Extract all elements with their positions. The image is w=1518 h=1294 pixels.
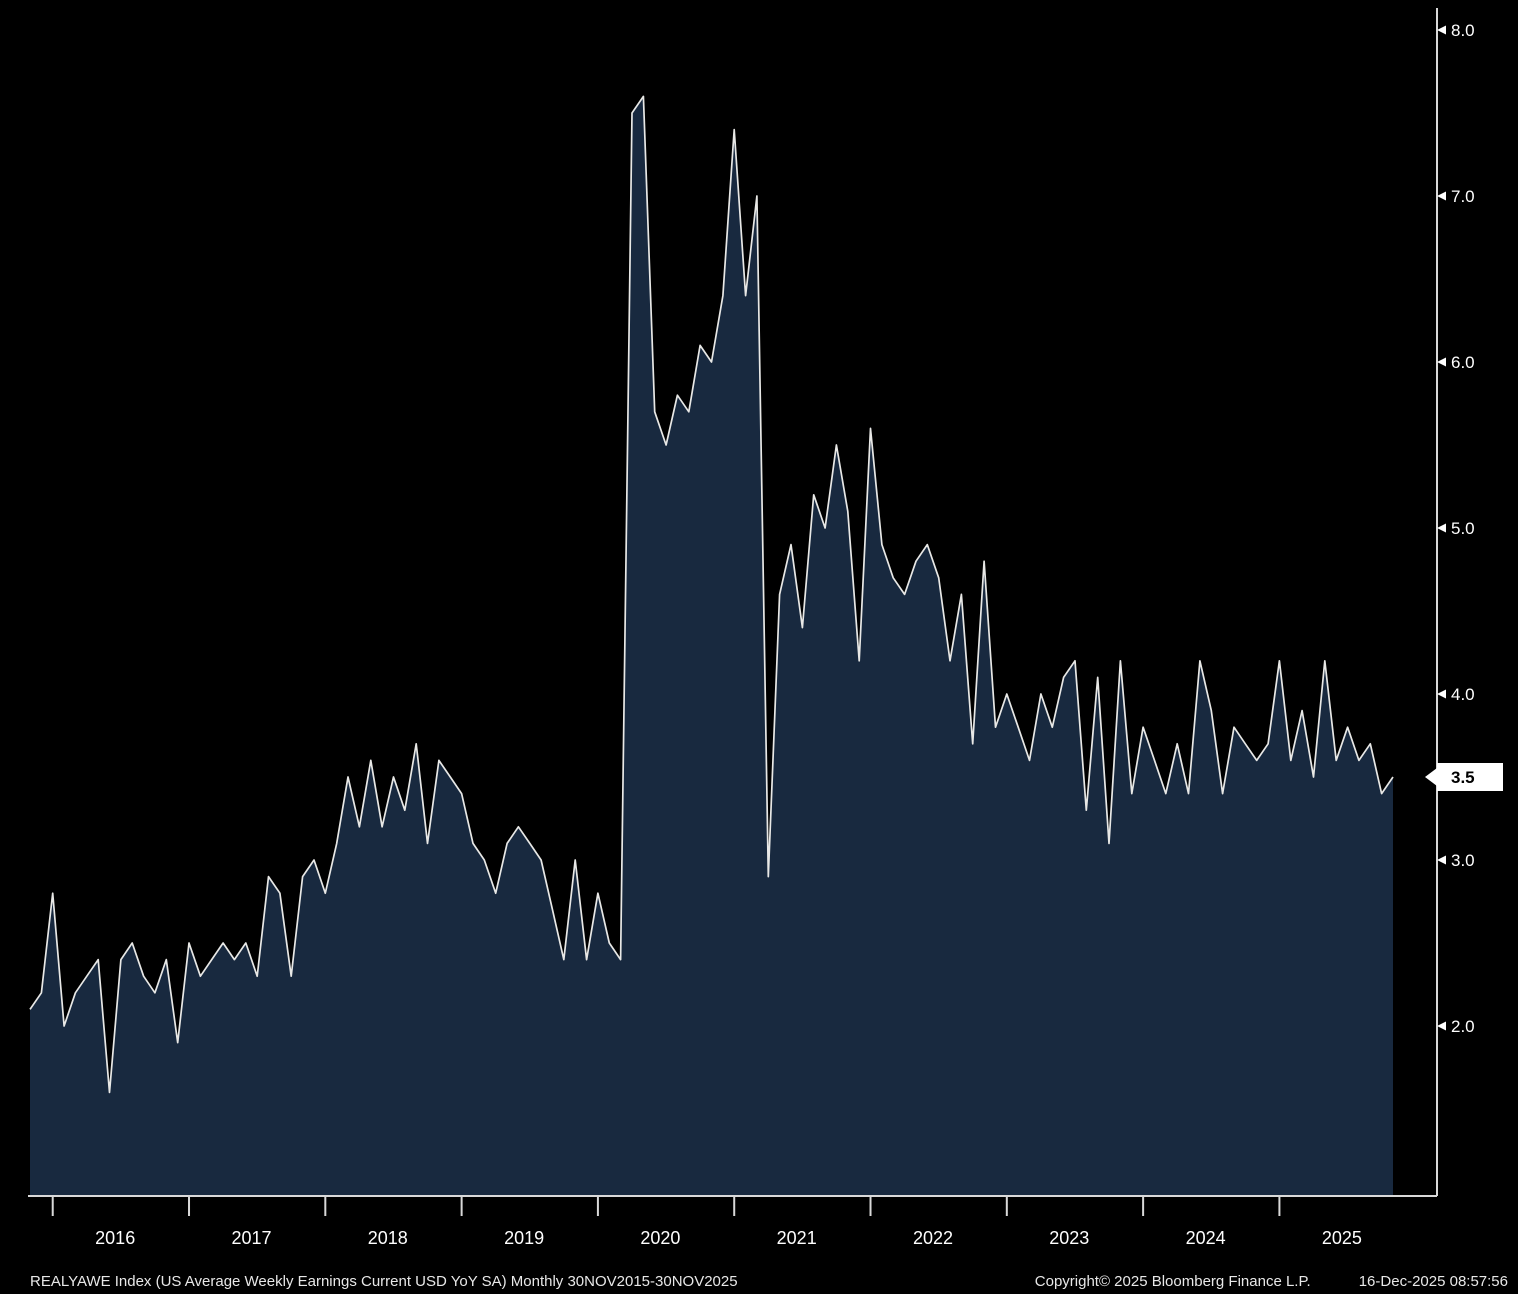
y-tick-arrow [1437, 689, 1446, 699]
x-year-label: 2021 [777, 1228, 817, 1248]
x-year-label: 2023 [1049, 1228, 1089, 1248]
y-tick-arrow [1437, 523, 1446, 533]
x-year-label: 2016 [95, 1228, 135, 1248]
last-value-arrow [1425, 768, 1437, 786]
x-year-label: 2019 [504, 1228, 544, 1248]
y-tick-arrow [1437, 855, 1446, 865]
timestamp: 16-Dec-2025 08:57:56 [1358, 1273, 1508, 1290]
y-tick-arrow [1437, 191, 1446, 201]
x-year-label: 2020 [640, 1228, 680, 1248]
x-year-label: 2018 [368, 1228, 408, 1248]
y-tick-arrow [1437, 357, 1446, 367]
y-tick-label: 6.0 [1451, 353, 1475, 372]
y-tick-label: 8.0 [1451, 21, 1475, 40]
x-year-label: 2025 [1322, 1228, 1362, 1248]
last-value-label: 3.5 [1451, 768, 1475, 787]
series-description: REALYAWE Index (US Average Weekly Earnin… [30, 1273, 738, 1290]
copyright-text: Copyright© 2025 Bloomberg Finance L.P. [1034, 1273, 1311, 1290]
y-tick-label: 4.0 [1451, 685, 1475, 704]
y-tick-arrow [1437, 25, 1446, 35]
x-year-label: 2024 [1186, 1228, 1226, 1248]
last-value-box [1437, 763, 1503, 791]
y-tick-label: 2.0 [1451, 1017, 1475, 1036]
y-tick-label: 3.0 [1451, 851, 1475, 870]
y-tick-label: 5.0 [1451, 519, 1475, 538]
area-fill [30, 96, 1393, 1196]
y-tick-label: 7.0 [1451, 187, 1475, 206]
x-year-label: 2017 [231, 1228, 271, 1248]
price-line [29, 95, 1394, 1094]
x-year-label: 2022 [913, 1228, 953, 1248]
y-tick-arrow [1437, 1021, 1446, 1031]
chart-footer: REALYAWE Index (US Average Weekly Earnin… [0, 1273, 1518, 1290]
